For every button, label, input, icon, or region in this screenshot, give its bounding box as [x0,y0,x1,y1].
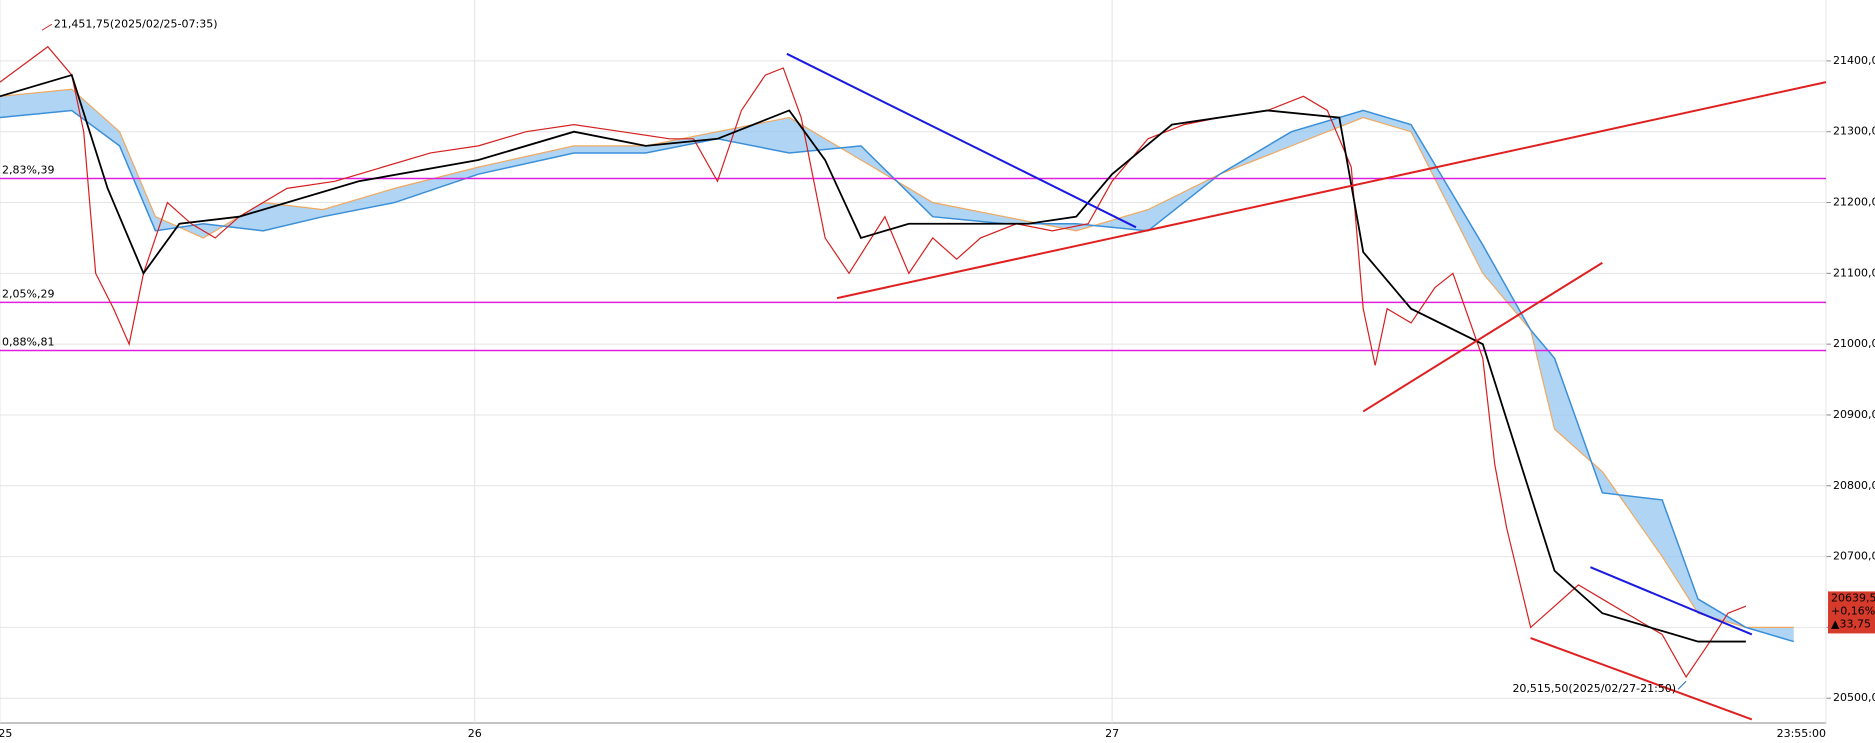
cloud-span-b [0,109,1794,643]
x-tick-label: 2/25 [0,727,12,740]
current-price: 20639,50 [1831,591,1875,604]
trend-line [1590,566,1753,636]
horizontal-line-label: 2,83%,39 [2,163,54,176]
y-tick-label: 21100,00 [1833,266,1875,279]
horizontal-line-label: 2,05%,29 [2,287,54,300]
x-tick-label: 27 [1105,727,1119,740]
current-delta: ▲33,75 [1831,617,1871,630]
low-label: 20,515,50(2025/02/27-21:50) [1512,682,1676,695]
series-line [0,73,1746,643]
y-tick-label: 21300,00 [1833,125,1875,138]
cloud-span-a [0,88,1794,629]
trend-line [836,81,1827,300]
x-tick-label: 26 [468,727,482,740]
current-change: +0,16% [1831,604,1875,617]
x-tick-label: 23:55:00 [1777,727,1826,740]
y-tick-label: 20900,00 [1833,408,1875,421]
trend-line [1530,637,1753,721]
horizontal-line-label: 0,88%,81 [2,336,54,349]
cloud-fill [0,89,1794,642]
y-tick-label: 20500,00 [1833,691,1875,704]
y-tick-label: 21400,00 [1833,54,1875,67]
current-price-box [1828,591,1875,634]
y-tick-label: 21000,00 [1833,337,1875,350]
trend-line [1362,261,1603,413]
y-tick-label: 20800,00 [1833,479,1875,492]
high-label: 21,451,75(2025/02/25-07:35) [54,17,218,30]
high-marker [41,23,53,31]
low-marker [1677,680,1687,690]
series-line [0,45,1747,679]
y-tick-label: 21200,00 [1833,196,1875,209]
y-tick-label: 20700,00 [1833,550,1875,563]
trend-line [786,52,1137,229]
